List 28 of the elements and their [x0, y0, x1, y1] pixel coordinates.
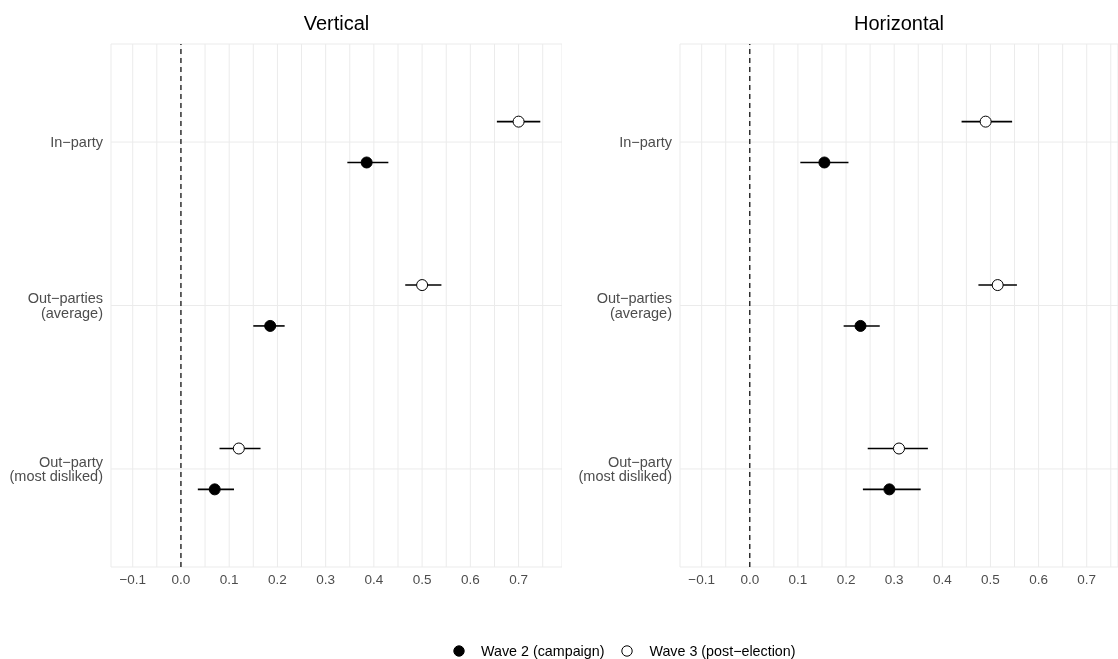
x-tick-label: 0.3	[884, 572, 904, 588]
x-tick-label: 0.4	[932, 572, 953, 588]
x-tick-label: 0.6	[1029, 572, 1048, 588]
x-tick-label: −0.1	[688, 572, 715, 588]
x-tick-label: 0.1	[219, 572, 239, 588]
y-tick-label: Out−parties (average)	[596, 290, 672, 321]
x-tick-label: 0.7	[1077, 572, 1097, 588]
x-tick-label: 0.3	[316, 572, 336, 588]
chart-title: Horizontal	[852, 11, 945, 35]
y-tick-label: In−party	[619, 134, 673, 151]
x-tick-label: −0.1	[119, 572, 147, 588]
legend-label: Wave 3 (post−election)	[649, 643, 796, 659]
y-tick-label: Out−party (most disliked)	[578, 453, 673, 485]
x-tick-label: 0.0	[171, 572, 191, 588]
x-tick-label: 0.5	[981, 572, 1000, 588]
x-tick-label: 0.7	[509, 572, 528, 588]
x-tick-label: 0.2	[836, 572, 856, 588]
x-tick-label: 0.6	[460, 572, 480, 588]
x-tick-label: 0.4	[364, 572, 384, 588]
y-tick-label: In−party	[50, 134, 104, 151]
x-tick-label: 0.5	[412, 572, 432, 588]
y-tick-label: Out−party (most disliked)	[9, 453, 104, 485]
legend-label: Wave 2 (campaign)	[481, 643, 605, 659]
x-tick-label: 0.0	[740, 572, 760, 588]
x-tick-label: 0.2	[268, 572, 287, 588]
y-tick-label: Out−parties (average)	[27, 290, 103, 321]
chart-title: Vertical	[302, 11, 371, 35]
x-tick-label: 0.1	[788, 572, 808, 588]
